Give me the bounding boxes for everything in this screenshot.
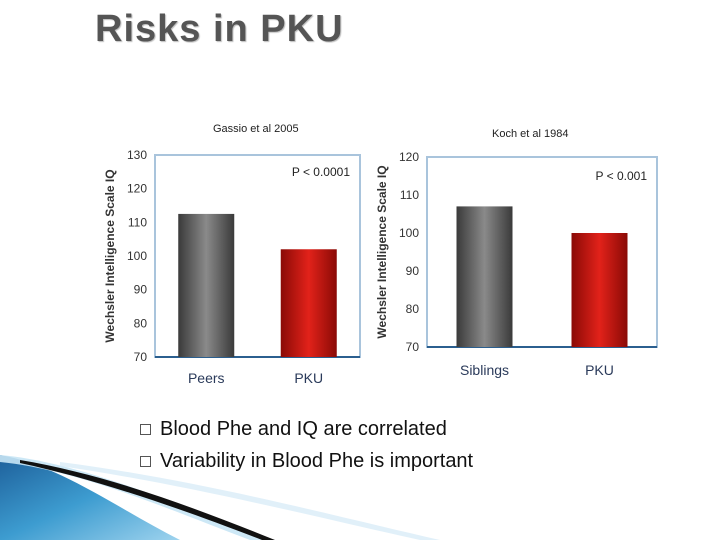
chart2-source-label: Koch et al 1984: [492, 128, 569, 140]
y-tick-label: 120: [399, 150, 419, 164]
y-tick-label: 130: [127, 148, 147, 162]
y-tick-label: 110: [128, 215, 147, 229]
bullet-list: Blood Phe and IQ are correlated Variabil…: [140, 413, 473, 477]
y-tick-label: 100: [399, 226, 419, 240]
decorative-swoosh: [0, 455, 440, 540]
y-tick-label: 90: [134, 283, 148, 297]
y-tick-label: 70: [406, 340, 420, 354]
category-label: Siblings: [460, 362, 509, 378]
bar: [280, 249, 337, 357]
chart1-source-label: Gassio et al 2005: [213, 123, 299, 135]
bar: [178, 213, 235, 357]
checkbox-bullet-icon: [140, 455, 151, 467]
p-value-annotation: P < 0.001: [596, 169, 648, 183]
bullet-text: Variability in Blood Phe is important: [160, 449, 474, 472]
y-axis-label: Wechsler Intelligence Scale IQ: [375, 165, 389, 338]
category-label: PKU: [585, 362, 614, 378]
bullet-text: Blood Phe and IQ are correlated: [160, 417, 447, 440]
category-label: Peers: [188, 370, 225, 386]
y-tick-label: 90: [406, 264, 420, 278]
chart-gassio: 70 80 90 100 110 120 130 Wechsler Intelligence …: [103, 148, 361, 386]
y-tick-label: 110: [400, 188, 419, 202]
p-value-annotation: P < 0.0001: [292, 165, 350, 179]
chart-koch: 70 80 90 100 110 120 Wechsler Intelligence Sca…: [375, 150, 658, 378]
bullet-item: Blood Phe and IQ are correlated: [140, 413, 473, 445]
bullet-item: Variability in Blood Phe is important: [140, 445, 473, 477]
bar: [571, 233, 628, 347]
slide-title: Risks in PKU: [95, 8, 344, 50]
y-tick-label: 80: [134, 316, 148, 330]
y-axis-label: Wechsler Intelligence Scale IQ: [103, 169, 117, 342]
y-tick-label: 120: [127, 182, 147, 196]
bar: [456, 206, 513, 347]
checkbox-bullet-icon: [140, 423, 151, 435]
y-tick-label: 100: [127, 249, 147, 263]
category-label: PKU: [294, 370, 323, 386]
y-tick-label: 80: [406, 302, 420, 316]
y-tick-label: 70: [134, 350, 148, 364]
